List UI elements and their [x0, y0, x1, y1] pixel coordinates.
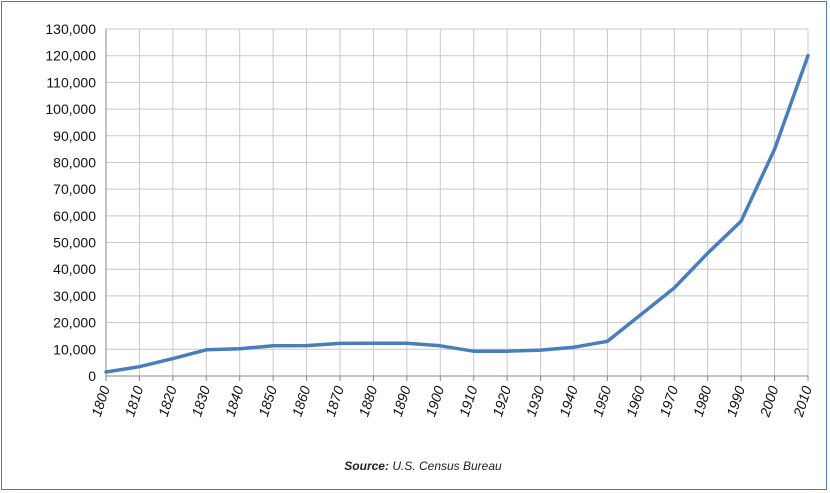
data-point [572, 345, 576, 349]
y-tick-label: 100,000 [45, 101, 96, 117]
y-tick-label: 50,000 [53, 235, 96, 251]
x-tick-label: 1990 [723, 384, 748, 419]
data-point [305, 344, 309, 348]
data-point [639, 313, 643, 317]
x-tick-label: 1920 [489, 384, 514, 419]
data-point [405, 341, 409, 345]
data-point [238, 347, 242, 351]
y-tick-label: 60,000 [53, 208, 96, 224]
y-tick-label: 130,000 [45, 21, 96, 37]
data-point [706, 251, 710, 255]
y-tick-label: 0 [88, 368, 96, 384]
x-axis-tick-labels: 1800 1810 1820 1830 1840 1850 1860 1870 1880 1890… [88, 384, 815, 420]
y-tick-label: 30,000 [53, 288, 96, 304]
axis-layer [105, 29, 809, 381]
source-text: U.S. Census Bureau [392, 459, 502, 473]
y-tick-label: 40,000 [53, 261, 96, 277]
series-layer [104, 53, 810, 374]
x-tick-label: 1930 [523, 384, 548, 419]
data-point [171, 357, 175, 361]
x-tick-label: 1950 [589, 384, 614, 419]
data-point [505, 349, 509, 353]
data-point [472, 349, 476, 353]
y-tick-label: 110,000 [46, 74, 96, 90]
x-tick-label: 1960 [623, 384, 648, 419]
data-point [371, 341, 375, 345]
x-tick-label: 1820 [155, 384, 180, 419]
data-point [773, 147, 777, 151]
x-tick-label: 2000 [756, 384, 781, 420]
source-note: Source: U.S. Census Bureau [8, 459, 830, 473]
x-tick-label: 1970 [656, 384, 681, 419]
x-tick-label: 2010 [790, 384, 815, 420]
y-axis-tick-labels: 0 10,000 20,000 30,000 40,000 50,000 60,000 70,… [45, 21, 96, 384]
x-tick-label: 1800 [88, 384, 113, 419]
x-tick-label: 1910 [456, 384, 481, 419]
grid-layer [105, 28, 809, 377]
x-tick-label: 1850 [255, 384, 280, 419]
source-label: Source: [344, 459, 389, 473]
x-tick-label: 1860 [289, 384, 314, 419]
x-tick-label: 1880 [355, 384, 380, 419]
data-point [438, 344, 442, 348]
x-tick-label: 1810 [121, 384, 146, 419]
x-tick-label: 1900 [422, 384, 447, 419]
data-point [605, 339, 609, 343]
series-line [104, 53, 810, 374]
data-point [338, 341, 342, 345]
x-tick-label: 1870 [322, 384, 347, 419]
data-point [539, 348, 543, 352]
x-tick-label: 1890 [389, 384, 414, 419]
data-point [104, 370, 108, 374]
data-point [204, 348, 208, 352]
y-tick-label: 10,000 [53, 341, 96, 357]
x-tick-label: 1940 [556, 384, 581, 419]
data-point [271, 344, 275, 348]
data-point [806, 54, 810, 58]
y-tick-label: 80,000 [53, 154, 96, 170]
data-point [672, 286, 676, 290]
y-tick-label: 120,000 [45, 48, 96, 64]
x-tick-label: 1830 [188, 384, 213, 419]
y-tick-label: 70,000 [53, 181, 96, 197]
data-point [137, 365, 141, 369]
x-tick-label: 1980 [690, 384, 715, 419]
y-tick-label: 90,000 [53, 128, 96, 144]
y-tick-label: 20,000 [53, 315, 96, 331]
data-point [739, 219, 743, 223]
x-tick-label: 1840 [222, 384, 247, 419]
